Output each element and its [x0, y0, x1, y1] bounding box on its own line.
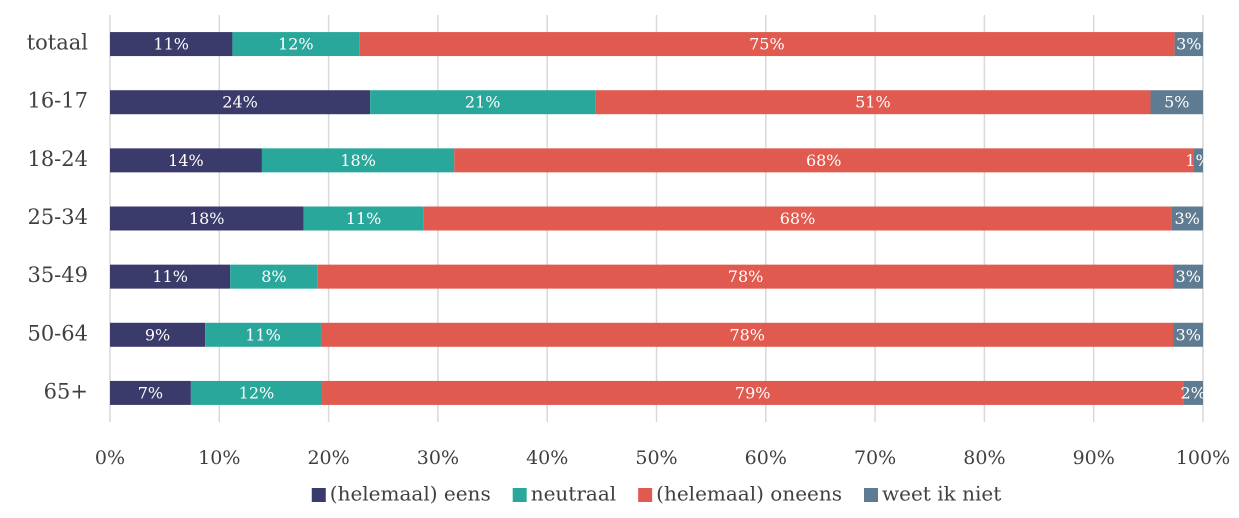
- bar-segment: [370, 90, 596, 115]
- data-label: 11%: [346, 209, 382, 228]
- bar-segment: [1171, 206, 1203, 231]
- x-tick-label: 20%: [307, 447, 349, 469]
- bar-segment: [110, 148, 262, 173]
- data-label: 79%: [735, 383, 771, 402]
- bar-segment: [1150, 90, 1203, 115]
- y-tick-label: 18-24: [27, 147, 88, 171]
- bar-segment: [110, 32, 233, 57]
- data-label: 11%: [152, 267, 188, 286]
- data-label: 68%: [780, 209, 816, 228]
- y-tick-label: 25-34: [27, 205, 88, 229]
- data-label: 21%: [465, 93, 501, 112]
- data-label: 3%: [1176, 35, 1201, 54]
- y-tick-label: 50-64: [27, 321, 88, 345]
- data-label: 18%: [189, 209, 225, 228]
- data-label: 11%: [153, 35, 189, 54]
- legend-label: (helemaal) oneens: [656, 482, 842, 506]
- bar-segment: [205, 322, 321, 347]
- bar-segment: [232, 32, 360, 57]
- data-label: 14%: [168, 151, 204, 170]
- x-tick-label: 70%: [854, 447, 896, 469]
- bar-segment: [303, 206, 424, 231]
- data-label: 7%: [138, 383, 163, 402]
- y-tick-label: 16-17: [27, 89, 88, 113]
- data-label: 68%: [806, 151, 842, 170]
- legend-swatch: [638, 488, 653, 502]
- bar-segment: [1174, 32, 1203, 57]
- data-label: 9%: [145, 325, 170, 344]
- data-label: 12%: [239, 383, 275, 402]
- y-tick-label: 65+: [44, 379, 88, 403]
- bar-segment: [1173, 322, 1203, 347]
- bar-segment: [110, 264, 231, 289]
- bar-segment: [595, 90, 1151, 115]
- data-label: 18%: [340, 151, 376, 170]
- bar-segment: [320, 322, 1174, 347]
- bar-segment: [1173, 264, 1203, 289]
- bar-segment: [110, 380, 191, 405]
- y-tick-label: totaal: [27, 31, 89, 55]
- legend-label: neutraal: [531, 482, 616, 506]
- data-label: 78%: [728, 267, 764, 286]
- bar-segment: [454, 148, 1194, 173]
- data-label: 78%: [729, 325, 765, 344]
- y-tick-label: 35-49: [27, 263, 88, 287]
- data-label: 24%: [222, 93, 258, 112]
- data-label: 3%: [1176, 267, 1201, 286]
- bar-segment: [317, 264, 1174, 289]
- data-label: 5%: [1164, 93, 1189, 112]
- data-label: 3%: [1174, 209, 1199, 228]
- bar-segment: [110, 206, 304, 231]
- legend-label: (helemaal) eens: [330, 482, 491, 506]
- data-label: 12%: [278, 35, 314, 54]
- bar-segment: [230, 264, 318, 289]
- bar-segment: [261, 148, 455, 173]
- legend-swatch: [864, 488, 879, 502]
- bar-segment: [322, 380, 1184, 405]
- data-label: 51%: [855, 93, 891, 112]
- data-label: 1%: [1185, 151, 1210, 170]
- bar-segment: [423, 206, 1172, 231]
- x-tick-label: 10%: [198, 447, 240, 469]
- bar-segment: [190, 380, 323, 405]
- x-tick-label: 30%: [417, 447, 459, 469]
- x-tick-label: 40%: [526, 447, 568, 469]
- bar-segment: [110, 90, 371, 115]
- data-label: 8%: [261, 267, 286, 286]
- legend-swatch: [311, 488, 326, 502]
- x-tick-label: 90%: [1073, 447, 1115, 469]
- bar-segment: [1183, 380, 1203, 405]
- bar-segment: [359, 32, 1175, 57]
- x-tick-label: 100%: [1176, 447, 1230, 469]
- data-label: 75%: [749, 35, 785, 54]
- bar-segment: [1193, 148, 1203, 173]
- x-tick-label: 0%: [95, 447, 125, 469]
- x-tick-label: 50%: [635, 447, 677, 469]
- data-label: 2%: [1180, 383, 1205, 402]
- data-label: 3%: [1176, 325, 1201, 344]
- data-label: 11%: [245, 325, 281, 344]
- bar-segment: [110, 322, 206, 347]
- legend-swatch: [512, 488, 527, 502]
- legend-label: weet ik niet: [882, 482, 1001, 506]
- x-tick-label: 80%: [963, 447, 1005, 469]
- x-tick-label: 60%: [745, 447, 787, 469]
